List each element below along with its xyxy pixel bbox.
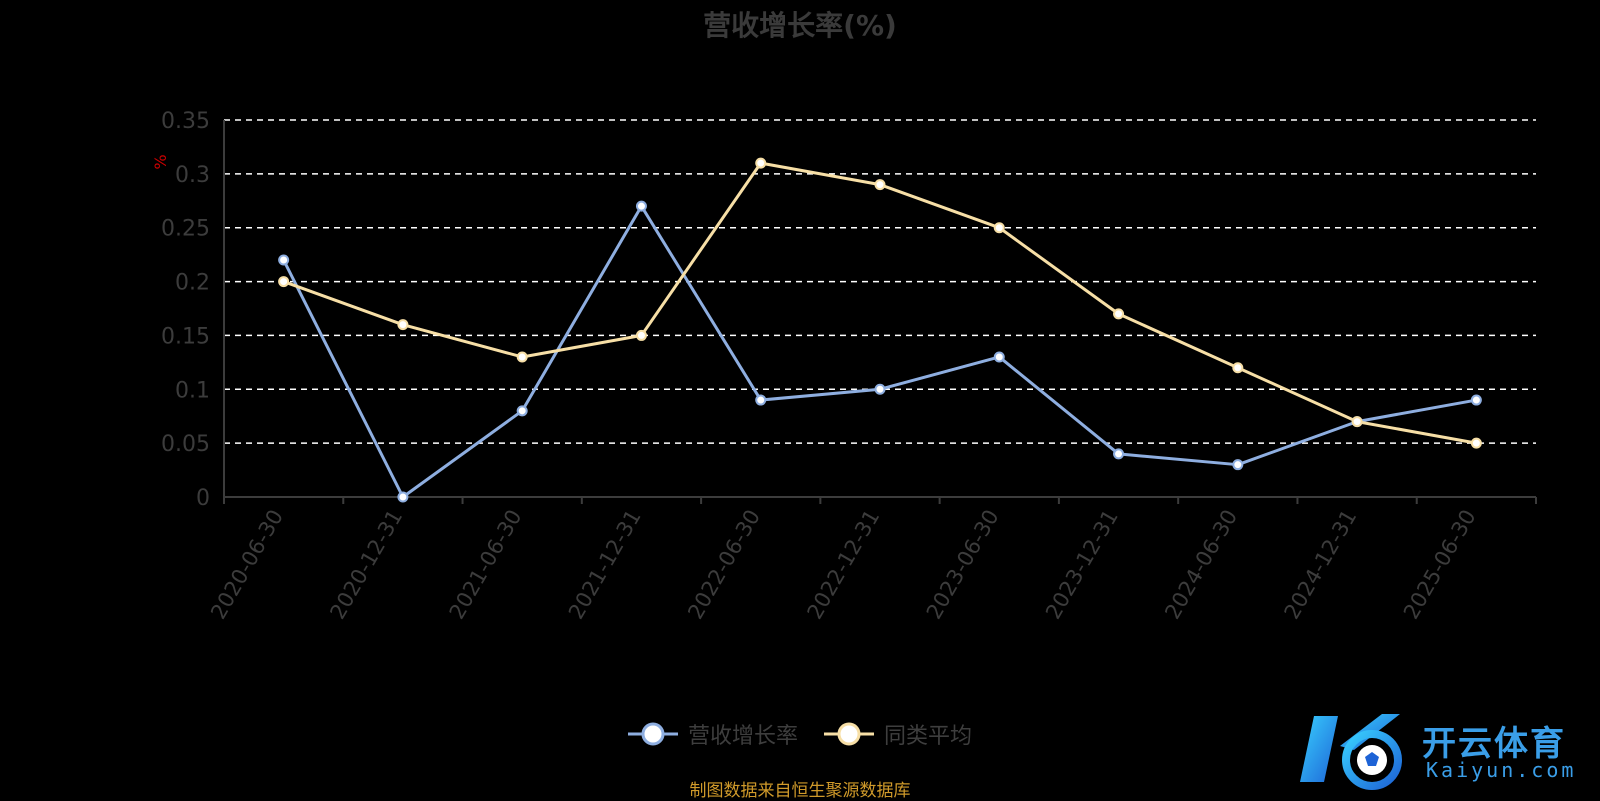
x-tick-label: 2020-12-31 [325, 505, 407, 623]
data-point-series-2[interactable] [278, 276, 290, 288]
data-point-series-1[interactable] [755, 394, 767, 406]
data-point-series-1[interactable] [1113, 448, 1125, 460]
series-line-2 [283, 161, 1477, 445]
watermark-brand-text: 开云体育 [1422, 724, 1566, 764]
axis-layer: 0 0.05 0.1 0.15 0.2 0.25 0.3 0.35 2020-06-30 2020… [161, 109, 1537, 624]
data-point-series-2[interactable] [1351, 416, 1363, 428]
y-tick-label: 0.25 [161, 217, 210, 242]
grid-layer [224, 119, 1536, 444]
data-point-series-1[interactable] [1232, 459, 1244, 471]
line-chart: 0 0.05 0.1 0.15 0.2 0.25 0.3 0.35 2020-06-30 2020… [151, 109, 1537, 624]
x-tick-label: 2024-12-31 [1280, 506, 1362, 624]
legend-label-peer-average: 同类平均 [884, 724, 973, 749]
x-tick-label: 2025-06-30 [1399, 506, 1481, 624]
data-point-series-1[interactable] [397, 491, 409, 503]
legend-line-circle-icon [627, 722, 678, 746]
y-tick-label: 0.2 [175, 271, 210, 296]
x-tick-label: 2023-12-31 [1041, 506, 1123, 624]
data-point-series-2[interactable] [874, 179, 886, 191]
x-tick-label: 2023-06-30 [922, 506, 1004, 624]
data-point-series-2[interactable] [1232, 362, 1244, 374]
x-tick-label: 2022-06-30 [683, 506, 765, 624]
series-layer [278, 157, 1482, 503]
data-point-series-1[interactable] [278, 254, 290, 266]
data-point-series-2[interactable] [397, 319, 409, 331]
data-point-series-2[interactable] [1470, 437, 1482, 449]
data-point-series-2[interactable] [993, 222, 1005, 234]
legend-item-peer-average[interactable]: 同类平均 [824, 718, 972, 750]
data-point-series-1[interactable] [635, 200, 647, 212]
data-point-series-2[interactable] [516, 351, 528, 363]
y-axis-unit-label: % [151, 154, 170, 169]
y-tick-label: 0.05 [161, 432, 210, 457]
data-point-series-1[interactable] [516, 405, 528, 417]
x-tick-label: 2021-12-31 [564, 506, 646, 624]
chart-title: 营收增长率(%) [703, 9, 897, 42]
x-tick-label: 2024-06-30 [1160, 506, 1242, 624]
legend-item-revenue-growth[interactable]: 营收增长率 [627, 718, 798, 750]
watermark-domain-text: Kaiyun.com [1426, 758, 1577, 782]
legend-line-circle-icon [824, 722, 874, 746]
data-point-series-1[interactable] [874, 383, 886, 395]
data-point-series-2[interactable] [755, 157, 767, 169]
series-line-1 [282, 204, 1477, 499]
y-tick-label: 0.3 [175, 163, 210, 188]
data-point-series-1[interactable] [1470, 394, 1482, 406]
data-point-series-2[interactable] [1113, 308, 1125, 320]
chart-legend: 营收增长率 同类平均 [0, 718, 1600, 750]
y-tick-label: 0 [196, 486, 210, 511]
kaiyun-watermark-logo: 开云体育 Kaiyun.com [1296, 706, 1586, 792]
kaiyun-logo-icon [1300, 714, 1402, 790]
data-source-note: 制图数据来自恒生聚源数据库 [689, 781, 911, 801]
legend-label-revenue-growth: 营收增长率 [687, 724, 798, 749]
data-point-series-1[interactable] [993, 351, 1005, 363]
y-tick-label: 0.15 [161, 324, 210, 349]
y-tick-label: 0.35 [161, 109, 210, 134]
x-tick-label: 2022-12-31 [803, 506, 885, 624]
x-tick-label: 2021-06-30 [445, 506, 527, 624]
data-point-series-2[interactable] [635, 329, 647, 341]
y-tick-label: 0.1 [175, 378, 210, 403]
x-tick-label: 2020-06-30 [206, 506, 288, 624]
